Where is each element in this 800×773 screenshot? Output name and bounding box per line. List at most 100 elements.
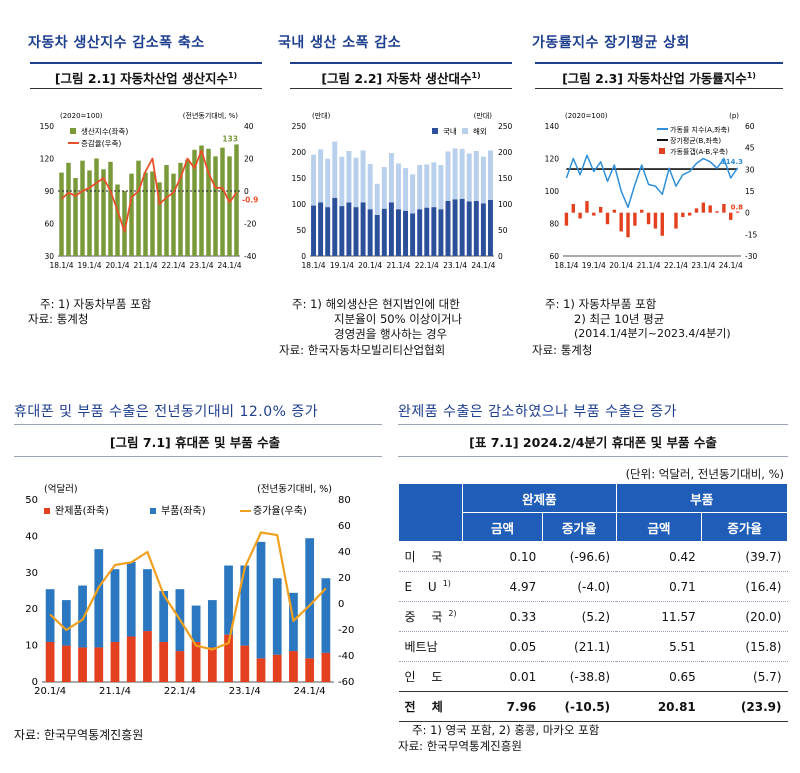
- y-tick-label-right: 0: [498, 252, 503, 261]
- y-tick-label-left: 100: [292, 200, 307, 209]
- table-corner-cell: [397, 483, 464, 542]
- bar-parts: [78, 585, 87, 648]
- x-tick-label: 21.1/4: [637, 261, 661, 270]
- table-row: E U1) 4.97 (-4.0) 0.71 (16.4): [398, 571, 788, 602]
- legend-label: 부품(좌축): [161, 505, 206, 517]
- bar-overseas: [473, 150, 479, 201]
- bar-finished-phones: [321, 652, 331, 682]
- legend-label: 증가율(우축): [253, 505, 307, 517]
- bar-finished-phones: [159, 641, 169, 682]
- bar-overseas: [487, 150, 493, 200]
- y-tick-label-right: 150: [498, 174, 513, 183]
- left-axis-unit: (2020=100): [565, 112, 608, 120]
- table-title-7-1: [표 7.1] 2024.2/4분기 휴대폰 및 부품 수출: [469, 435, 717, 450]
- bar-overseas: [403, 168, 409, 211]
- chart-production-volume: 0 50 100 150 200 250 0 50 100 150 200 250 18.1/4 19.1…: [292, 112, 513, 270]
- x-tick-label: 19.1/4: [582, 261, 606, 270]
- parts-growth: (15.8): [701, 631, 788, 662]
- bar-overseas: [395, 163, 401, 210]
- legend-label: 국내: [443, 127, 457, 136]
- bar-domestic: [381, 208, 387, 256]
- sub-header-amount: 금액: [462, 512, 543, 542]
- bar-parts: [110, 569, 120, 642]
- bar-domestic: [459, 198, 465, 256]
- legend-swatch: [150, 508, 156, 514]
- bar-domestic: [339, 206, 345, 256]
- y-tick-label-left: 90: [44, 187, 54, 196]
- left-axis-unit: (만대): [312, 112, 331, 120]
- bar-domestic: [332, 197, 338, 256]
- chart-production-index: 30 60 90 120 150 -40 -20 0 20 40 18.1/4 19.1/4 20.1/…: [40, 112, 259, 270]
- bar-utilization-gap: [612, 209, 617, 213]
- y-tick-label-right: 200: [498, 148, 513, 157]
- bar-production-index: [94, 158, 99, 256]
- bar-domestic: [431, 207, 437, 256]
- note-fig2-2-cont1: 지분율이 50% 이상이거나: [334, 312, 463, 326]
- parts-amount: 0.65: [616, 661, 702, 692]
- bar-finished-phones: [289, 651, 298, 682]
- legend-label: 증감율(우축): [81, 138, 121, 148]
- bar-production-index: [185, 159, 190, 256]
- y-tick-label-right: -40: [244, 252, 256, 261]
- finished-growth: (5.2): [542, 601, 617, 632]
- bar-utilization-gap: [674, 212, 678, 229]
- parts-growth: (20.0): [701, 601, 788, 632]
- bar-overseas: [452, 148, 458, 200]
- bar-domestic: [325, 207, 331, 256]
- finished-amount: 0.33: [462, 601, 543, 632]
- bar-overseas: [381, 167, 387, 209]
- bar-overseas: [410, 174, 416, 214]
- bar-utilization-gap: [708, 205, 712, 213]
- bar-domestic: [318, 202, 324, 256]
- bar-finished-phones: [94, 647, 104, 682]
- source-table7-1: 자료: 한국무역통계진흥원: [398, 739, 522, 753]
- x-tick-label: 21.1/4: [386, 261, 410, 270]
- bar-overseas: [339, 156, 345, 207]
- bar-utilization-gap: [626, 212, 630, 238]
- bar-utilization-gap: [585, 201, 589, 213]
- y-tick-label-left: 120: [40, 155, 55, 164]
- bar-parts: [207, 600, 217, 648]
- row-country: 중 국2): [398, 601, 463, 632]
- bar-overseas: [332, 141, 338, 198]
- bar-overseas: [445, 151, 451, 201]
- y-tick-label-left: 10: [25, 641, 38, 652]
- finished-amount: 7.96: [462, 691, 543, 722]
- line-export-growth: [49, 531, 327, 651]
- parts-growth: (39.7): [701, 541, 788, 572]
- x-tick-label: 19.1/4: [330, 261, 354, 270]
- bar-domestic: [452, 199, 458, 256]
- bar-utilization-gap: [694, 208, 699, 213]
- figure-title-sup: 1): [471, 71, 481, 80]
- bar-utilization-gap: [722, 204, 726, 213]
- bar-parts: [94, 549, 104, 648]
- legend-label: 완제품(좌축): [55, 505, 109, 517]
- right-axis-unit: (만대): [474, 112, 493, 120]
- sub-header-growth: 증가율: [541, 512, 617, 542]
- bar-production-index: [199, 145, 204, 256]
- y-tick-label-left: 150: [292, 174, 307, 183]
- parts-amount: 0.42: [616, 541, 702, 572]
- table-unit: (단위: 억달러, 전년동기대비, %): [625, 467, 784, 481]
- source-fig2-1: 자료: 통계청: [28, 312, 89, 326]
- y-tick-label-right: 20: [338, 573, 351, 584]
- note-fig2-3-cont1: 2) 최근 10년 평균: [574, 312, 665, 326]
- legend-label: 장기평균(B,좌축): [670, 136, 721, 145]
- headline-fig2-3: 가동률지수 장기평균 상회: [532, 35, 690, 51]
- bar-utilization-gap: [592, 212, 596, 216]
- bar-overseas: [466, 153, 472, 202]
- bar-utilization-gap: [571, 204, 575, 213]
- bar-utilization-gap: [681, 212, 685, 217]
- row-country: E U1): [398, 571, 463, 602]
- bar-production-index: [87, 170, 92, 256]
- x-tick-label: 24.1/4: [471, 261, 495, 270]
- x-tick-label: 20.1/4: [609, 261, 633, 270]
- divider: [14, 456, 382, 457]
- source-fig2-2: 자료: 한국자동차모빌리티산업협회: [279, 343, 446, 357]
- data-label-last-bar: 0.8: [731, 204, 744, 212]
- y-tick-label-right: 0: [745, 209, 750, 218]
- bar-production-index: [66, 162, 71, 256]
- y-tick-label-left: 80: [549, 220, 559, 229]
- y-tick-label-right: 30: [745, 165, 755, 174]
